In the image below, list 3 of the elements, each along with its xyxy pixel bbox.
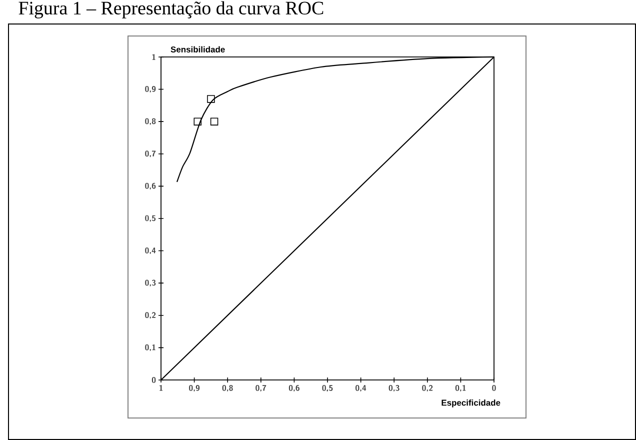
chart-title: Figura 1 – Representação da curva ROC bbox=[18, 1, 324, 18]
y-axis-title: Sensibilidade bbox=[170, 46, 225, 52]
x-axis-title: Especificidade bbox=[442, 400, 500, 408]
